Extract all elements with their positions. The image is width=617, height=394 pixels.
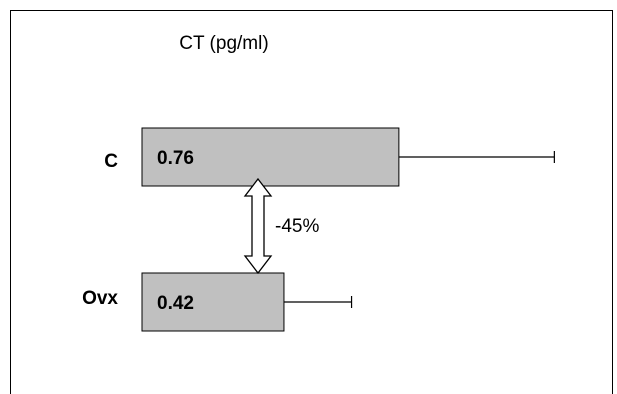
category-label-c: C — [104, 151, 118, 172]
bar-ovx — [141, 272, 285, 332]
data-label-ovx: 0.42 — [157, 293, 194, 314]
percent-change-annotation: -45% — [275, 216, 319, 237]
data-label-c: 0.76 — [157, 148, 194, 169]
category-label-ovx: Ovx — [82, 288, 118, 309]
chart-border — [10, 10, 613, 394]
chart-title: CT (pg/ml) — [179, 33, 268, 54]
bar-c — [141, 127, 400, 187]
comparison-arrow — [243, 177, 273, 275]
bars-layer: 0.76 C 0.42 Ovx — [82, 127, 555, 332]
